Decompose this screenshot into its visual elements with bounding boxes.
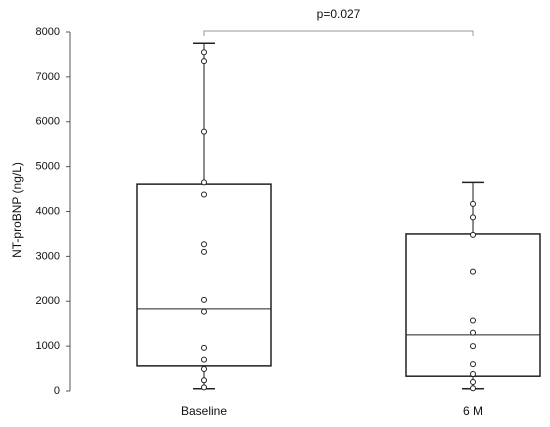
- data-point: [470, 231, 476, 238]
- y-tick-label: 5000: [36, 161, 60, 173]
- data-point: [201, 191, 207, 198]
- data-point: [201, 296, 207, 303]
- data-point: [201, 248, 207, 255]
- significance-label: p=0.027: [317, 7, 361, 21]
- data-point: [470, 317, 476, 324]
- data-point: [470, 329, 476, 336]
- y-tick-label: 4000: [36, 205, 60, 217]
- data-point: [201, 58, 207, 65]
- data-point: [470, 385, 476, 392]
- y-tick-label: 3000: [36, 250, 60, 262]
- data-point: [470, 268, 476, 275]
- data-point: [470, 343, 476, 350]
- significance-bracket: [203, 30, 474, 36]
- data-point: [470, 200, 476, 207]
- y-axis-label: NT-proBNP (ng/L): [10, 162, 24, 258]
- data-point: [201, 179, 207, 186]
- box: [405, 233, 541, 377]
- data-point: [201, 377, 207, 384]
- data-point: [201, 49, 207, 56]
- y-tick-label: 8000: [36, 26, 60, 38]
- data-point: [470, 214, 476, 221]
- data-point: [201, 308, 207, 315]
- data-point: [201, 384, 207, 391]
- x-tick-label: 6 M: [463, 404, 483, 418]
- data-point: [201, 241, 207, 248]
- data-point: [470, 379, 476, 386]
- box: [136, 183, 272, 367]
- y-tick-label: 2000: [36, 295, 60, 307]
- x-tick-label: Baseline: [181, 404, 227, 418]
- data-point: [470, 370, 476, 377]
- data-point: [470, 361, 476, 368]
- data-point: [201, 356, 207, 363]
- data-point: [201, 344, 207, 351]
- y-tick-label: 7000: [36, 71, 60, 83]
- y-tick-label: 6000: [36, 116, 60, 128]
- y-tick-label: 0: [54, 385, 60, 397]
- y-tick-label: 1000: [36, 340, 60, 352]
- data-point: [201, 128, 207, 135]
- data-point: [201, 366, 207, 373]
